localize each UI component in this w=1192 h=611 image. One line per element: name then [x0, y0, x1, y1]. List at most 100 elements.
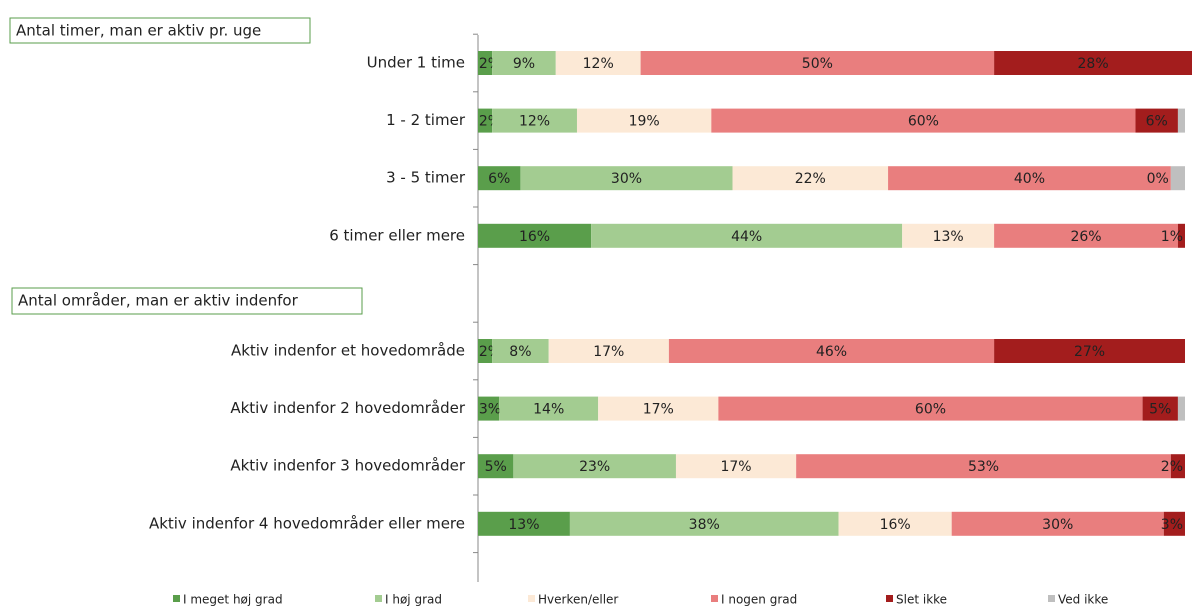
bar-segment — [478, 223, 592, 248]
legend-label: Hverken/eller — [538, 593, 618, 607]
bar-segment — [478, 511, 570, 536]
legend-swatch — [528, 595, 535, 602]
bar-segment — [492, 339, 549, 363]
legend-swatch — [173, 595, 180, 602]
bar-segment — [499, 396, 599, 421]
bar-segment — [478, 339, 493, 363]
bar-segment — [796, 454, 1171, 479]
value-label: 3% — [479, 402, 501, 418]
bar-segment — [951, 511, 1164, 536]
value-label: 17% — [593, 344, 624, 360]
bar-segment — [478, 396, 500, 421]
bar-segment — [1135, 108, 1178, 133]
bar-segment — [902, 223, 995, 248]
value-label: 13% — [508, 517, 539, 533]
value-label: 16% — [880, 517, 911, 533]
category-label: Under 1 time — [367, 54, 465, 72]
bar-segment — [994, 51, 1192, 75]
value-label: 26% — [1070, 229, 1101, 245]
value-label: 23% — [579, 459, 610, 475]
bar-segment — [569, 511, 839, 536]
legend-swatch — [711, 595, 718, 602]
category-label: 6 timer eller mere — [329, 226, 465, 244]
annotation: Antal områder, man er aktiv indenfor — [18, 292, 299, 310]
bar-segment — [732, 166, 889, 191]
legend-label: Slet ikke — [896, 593, 947, 607]
value-label: 46% — [816, 344, 847, 360]
bar-segment — [598, 396, 719, 421]
bar-segment — [478, 166, 521, 191]
value-label: 28% — [1078, 56, 1109, 72]
bar-segment — [555, 51, 641, 75]
bar-segment — [576, 108, 712, 133]
value-label: 30% — [611, 171, 642, 187]
bar-segment — [668, 339, 995, 363]
annotation: Antal timer, man er aktiv pr. uge — [16, 22, 261, 40]
value-label: 38% — [689, 517, 720, 533]
bar-segment — [1142, 396, 1178, 421]
value-label: 53% — [968, 459, 999, 475]
value-label: 6% — [1146, 114, 1168, 130]
bar-segment — [520, 166, 733, 191]
bar-segment — [492, 108, 577, 133]
bar-segment — [718, 396, 1143, 421]
legend-swatch — [1048, 595, 1055, 602]
legend-label: I nogen grad — [721, 593, 797, 607]
category-label: 3 - 5 timer — [386, 169, 466, 187]
bar-segment — [994, 339, 1185, 363]
value-label: 6% — [488, 171, 510, 187]
value-label: 40% — [1014, 171, 1045, 187]
value-label: 60% — [915, 402, 946, 418]
value-label: 16% — [519, 229, 550, 245]
value-label: 30% — [1042, 517, 1073, 533]
legend-label: Ved ikke — [1058, 593, 1108, 607]
value-label: 2% — [1161, 459, 1183, 475]
bar-segment — [1177, 108, 1185, 133]
value-label: 44% — [731, 229, 762, 245]
bar-segment — [478, 108, 493, 133]
annotation-box — [11, 287, 363, 315]
value-label: 12% — [583, 56, 614, 72]
value-label: 8% — [509, 344, 531, 360]
category-label: Aktiv indenfor 2 hovedområder — [230, 399, 465, 417]
value-label: 60% — [908, 114, 939, 130]
value-label: 3% — [1161, 517, 1183, 533]
value-label: 19% — [629, 114, 660, 130]
value-label: 0% — [1147, 171, 1169, 187]
value-label: 50% — [802, 56, 833, 72]
value-label: 17% — [720, 459, 751, 475]
bar-segment — [838, 511, 952, 536]
bar-segment — [1170, 454, 1185, 479]
bar-segment — [1170, 166, 1185, 191]
value-label: 9% — [513, 56, 535, 72]
value-label: 14% — [533, 402, 564, 418]
legend-label: I meget høj grad — [183, 593, 283, 607]
value-label: 12% — [519, 114, 550, 130]
bar-segment — [994, 223, 1178, 248]
bar-segment — [513, 454, 676, 479]
bar-segment — [548, 339, 669, 363]
category-label: Aktiv indenfor 3 hovedområder — [230, 457, 465, 475]
bar-segment — [711, 108, 1136, 133]
bar-segment — [675, 454, 797, 479]
category-label: Aktiv indenfor 4 hovedområder eller mere — [149, 514, 465, 532]
annotation-box — [9, 17, 311, 44]
bar-segment — [478, 454, 514, 479]
bar-segment — [1177, 396, 1185, 421]
value-label: 5% — [485, 459, 507, 475]
bar-segment — [1177, 223, 1185, 248]
category-label: 1 - 2 timer — [386, 111, 466, 129]
value-label: 5% — [1149, 402, 1171, 418]
bar-segment — [478, 51, 493, 75]
bar-segment — [1163, 511, 1185, 536]
value-label: 22% — [795, 171, 826, 187]
bar-segment — [888, 166, 1171, 191]
value-label: 17% — [643, 402, 674, 418]
bar-segment — [492, 51, 556, 75]
category-label: Aktiv indenfor et hovedområde — [231, 342, 465, 360]
bar-segment — [591, 223, 903, 248]
value-label: 27% — [1074, 344, 1105, 360]
value-label: 1% — [1161, 229, 1183, 245]
legend-label: I høj grad — [385, 593, 442, 607]
